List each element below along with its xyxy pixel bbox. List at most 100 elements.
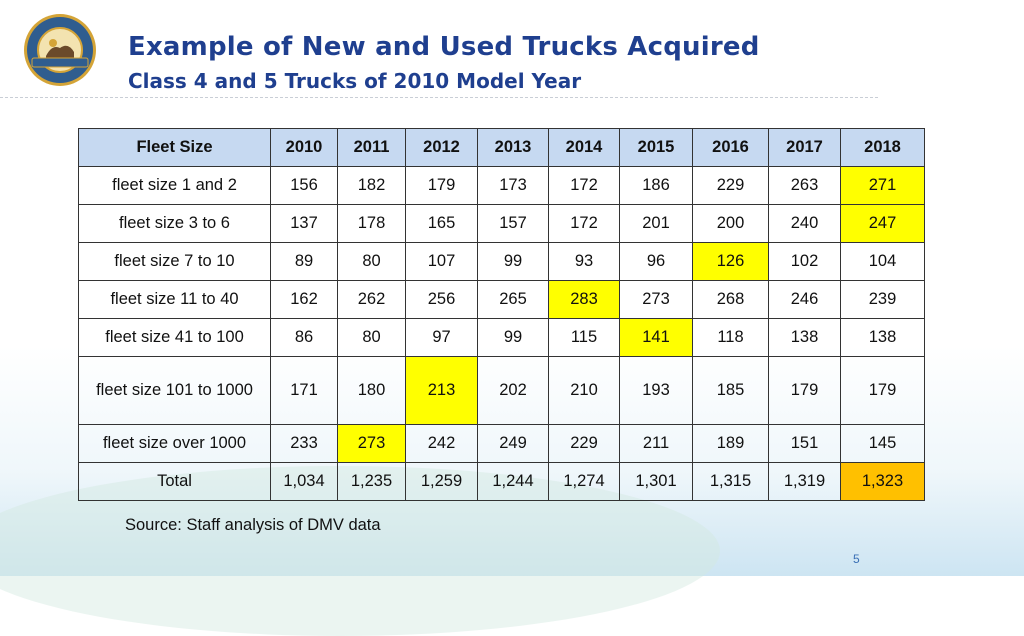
table-header-row: Fleet Size 2010 2011 2012 2013 2014 2015…	[78, 128, 925, 167]
table-cell: 138	[768, 318, 841, 357]
column-header: 2012	[405, 128, 478, 167]
column-header: 2014	[548, 128, 620, 167]
table-cell: 1,244	[477, 462, 549, 501]
row-label: fleet size 1 and 2	[78, 166, 271, 205]
source-note: Source: Staff analysis of DMV data	[125, 516, 381, 534]
table-cell: 171	[270, 356, 338, 425]
table-cell: 156	[270, 166, 338, 205]
table-cell: 262	[337, 280, 406, 319]
page-subtitle: Class 4 and 5 Trucks of 2010 Model Year	[128, 69, 582, 93]
table-cell: 93	[548, 242, 620, 281]
row-label: fleet size 101 to 1000	[78, 356, 271, 425]
table-cell-highlighted: 283	[548, 280, 620, 319]
table-cell: 96	[619, 242, 693, 281]
table-cell-highlighted: 141	[619, 318, 693, 357]
table-cell: 99	[477, 318, 549, 357]
table-cell: 229	[548, 424, 620, 463]
table-cell: 246	[768, 280, 841, 319]
table-cell: 115	[548, 318, 620, 357]
table-cell: 157	[477, 204, 549, 243]
table-cell: 239	[840, 280, 925, 319]
table-cell: 178	[337, 204, 406, 243]
table-cell: 180	[337, 356, 406, 425]
table-cell: 89	[270, 242, 338, 281]
table-cell: 210	[548, 356, 620, 425]
table-cell: 263	[768, 166, 841, 205]
table-cell: 189	[692, 424, 769, 463]
table-row: fleet size 11 to 40 162 262 256 265 283 273 268…	[78, 280, 925, 319]
table-cell: 179	[840, 356, 925, 425]
row-label: fleet size 11 to 40	[78, 280, 271, 319]
table-cell: 97	[405, 318, 478, 357]
table-cell-highlighted: 273	[337, 424, 406, 463]
table-cell: 86	[270, 318, 338, 357]
table-cell: 165	[405, 204, 478, 243]
table-cell: 137	[270, 204, 338, 243]
table-cell: 201	[619, 204, 693, 243]
table-cell: 193	[619, 356, 693, 425]
table-cell: 179	[768, 356, 841, 425]
table-row: fleet size over 1000 233 273 242 249 229 211 18…	[78, 424, 925, 463]
table-cell: 162	[270, 280, 338, 319]
table-cell: 242	[405, 424, 478, 463]
energy-commission-seal-logo	[24, 14, 96, 86]
header-divider	[0, 97, 878, 98]
table-row: fleet size 7 to 10 89 80 107 99 93 96 126 102 104	[78, 242, 925, 281]
table-cell-highlighted: 247	[840, 204, 925, 243]
table-cell: 151	[768, 424, 841, 463]
column-header: 2010	[270, 128, 338, 167]
table-cell: 229	[692, 166, 769, 205]
table-cell: 1,301	[619, 462, 693, 501]
table-cell-highlighted: 1,323	[840, 462, 925, 501]
table-cell: 249	[477, 424, 549, 463]
table-cell: 118	[692, 318, 769, 357]
table-cell: 1,274	[548, 462, 620, 501]
table-row: fleet size 101 to 1000 171 180 213 202 210 193…	[78, 356, 925, 425]
column-header: 2016	[692, 128, 769, 167]
table-cell: 179	[405, 166, 478, 205]
column-header: 2017	[768, 128, 841, 167]
table-cell: 172	[548, 204, 620, 243]
table-row: fleet size 41 to 100 86 80 97 99 115 141 118 138…	[78, 318, 925, 357]
table-cell: 1,315	[692, 462, 769, 501]
table-cell: 202	[477, 356, 549, 425]
table-cell: 104	[840, 242, 925, 281]
table-cell: 200	[692, 204, 769, 243]
table-row: Total 1,034 1,235 1,259 1,244 1,274 1,301 1,315…	[78, 462, 925, 501]
table-cell: 102	[768, 242, 841, 281]
table-cell: 273	[619, 280, 693, 319]
table-cell: 185	[692, 356, 769, 425]
table-cell: 145	[840, 424, 925, 463]
table-cell: 138	[840, 318, 925, 357]
table-cell: 265	[477, 280, 549, 319]
row-label: fleet size 7 to 10	[78, 242, 271, 281]
table-cell: 1,235	[337, 462, 406, 501]
table-cell: 240	[768, 204, 841, 243]
table-cell-highlighted: 213	[405, 356, 478, 425]
table-cell: 99	[477, 242, 549, 281]
table-cell: 173	[477, 166, 549, 205]
table-cell: 256	[405, 280, 478, 319]
column-header: 2013	[477, 128, 549, 167]
table-cell-highlighted: 126	[692, 242, 769, 281]
table-cell: 211	[619, 424, 693, 463]
row-label: fleet size 3 to 6	[78, 204, 271, 243]
column-header: Fleet Size	[78, 128, 271, 167]
table-cell: 233	[270, 424, 338, 463]
table-cell: 186	[619, 166, 693, 205]
column-header: 2015	[619, 128, 693, 167]
table-cell-highlighted: 271	[840, 166, 925, 205]
table-row: fleet size 1 and 2 156 182 179 173 172 186 229 2…	[78, 166, 925, 205]
column-header: 2018	[840, 128, 925, 167]
row-label: fleet size over 1000	[78, 424, 271, 463]
table-cell: 172	[548, 166, 620, 205]
table-row: fleet size 3 to 6 137 178 165 157 172 201 200 24…	[78, 204, 925, 243]
table-cell: 182	[337, 166, 406, 205]
page-number: 5	[853, 552, 860, 566]
table-cell: 1,034	[270, 462, 338, 501]
table-cell: 80	[337, 318, 406, 357]
table-cell: 80	[337, 242, 406, 281]
page-title: Example of New and Used Trucks Acquired	[128, 32, 760, 62]
row-label: fleet size 41 to 100	[78, 318, 271, 357]
table-cell: 107	[405, 242, 478, 281]
